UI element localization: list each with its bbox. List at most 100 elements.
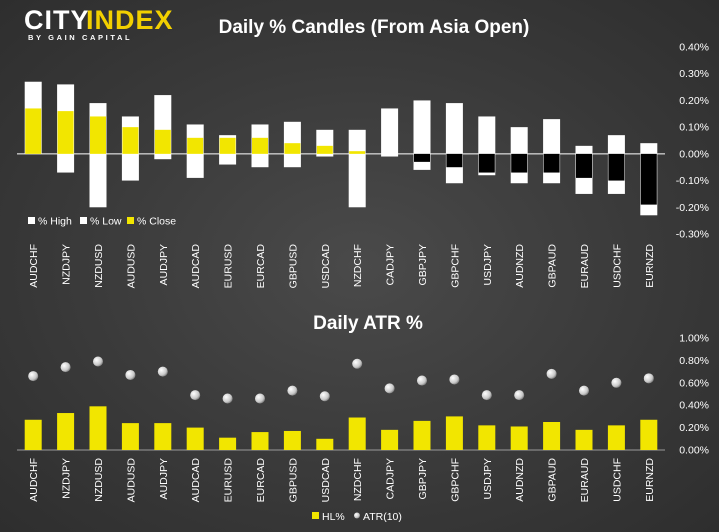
x-tick-label: USDJPY — [482, 458, 494, 499]
x-tick-label: GBPAUD — [547, 458, 559, 502]
atr-marker — [93, 356, 103, 367]
hl-bar — [543, 422, 561, 450]
x-tick-label: NZDJPY — [61, 458, 73, 499]
hl-bar — [24, 419, 42, 450]
x-tick-label: AUDNZD — [514, 244, 526, 288]
close-bar — [576, 153, 592, 178]
x-tick-label: GBPUSD — [287, 458, 299, 503]
close-bar — [25, 108, 42, 154]
hl-bar — [219, 437, 237, 450]
hl-bar — [348, 417, 366, 450]
y-tick-label: -0.30% — [676, 229, 709, 241]
atr-marker — [157, 366, 168, 377]
x-tick-label: NZDJPY — [61, 244, 73, 285]
legend-swatch — [127, 217, 134, 224]
legend-label: % Low — [90, 216, 122, 228]
legend-swatch — [312, 512, 319, 519]
hl-bar — [575, 429, 593, 450]
close-bar — [219, 137, 236, 154]
x-tick-label: NZDUSD — [93, 244, 105, 288]
atr-marker — [352, 358, 363, 369]
y-tick-label: 0.20% — [679, 95, 709, 107]
close-bar — [252, 137, 268, 154]
x-tick-label: NZDCHF — [352, 244, 364, 287]
x-tick-label: CADJPY — [385, 244, 397, 285]
hl-bar — [445, 416, 463, 450]
close-bar — [122, 127, 139, 154]
x-tick-label: GBPAUD — [547, 244, 559, 288]
hl-bar — [121, 423, 139, 450]
y-tick-label: 0.10% — [679, 122, 709, 134]
range-bar — [348, 129, 366, 208]
hl-bar — [381, 429, 399, 450]
atr-marker — [60, 362, 71, 373]
legend-label: ATR(10) — [363, 511, 402, 523]
range-bar — [445, 103, 463, 184]
atr-marker — [125, 369, 136, 380]
hl-bar — [251, 432, 269, 450]
atr-marker — [384, 383, 395, 394]
x-tick-label: AUDJPY — [158, 458, 170, 499]
x-tick-label: GBPJPY — [417, 458, 429, 499]
x-tick-label: AUDCAD — [190, 244, 202, 289]
close-bar — [640, 153, 657, 205]
cityindex-logo: CITY INDEX BY GAIN CAPITAL — [24, 5, 174, 42]
close-bar — [57, 111, 74, 154]
hl-bar — [413, 420, 431, 450]
x-tick-label: AUDJPY — [158, 244, 170, 285]
hl-bar — [607, 425, 625, 450]
close-bar — [446, 153, 463, 168]
hl-bar — [89, 406, 107, 450]
x-tick-label: USDCAD — [320, 244, 332, 289]
close-bar — [316, 145, 333, 154]
atr-marker — [449, 374, 460, 385]
hl-bar — [283, 430, 301, 450]
y-tick-label: 0.80% — [679, 355, 709, 367]
close-bar — [608, 153, 625, 181]
y-tick-label: 0.30% — [679, 68, 709, 80]
logo-city-text: CITY — [24, 5, 90, 35]
y-tick-label: 1.00% — [679, 333, 709, 345]
close-bar — [154, 129, 171, 154]
close-bar — [187, 137, 204, 154]
range-bar — [543, 119, 561, 184]
x-tick-label: USDJPY — [482, 244, 494, 285]
atr-marker — [514, 390, 525, 401]
x-tick-label: NZDCHF — [352, 458, 364, 501]
close-bar — [543, 153, 560, 173]
x-tick-label: AUDUSD — [125, 244, 137, 289]
close-bar — [478, 153, 495, 173]
atr-marker — [481, 390, 492, 401]
x-tick-label: EURCAD — [255, 458, 267, 503]
hl-bar — [154, 423, 172, 450]
atr-marker — [222, 393, 233, 404]
range-bar — [413, 100, 431, 170]
atr-marker — [546, 368, 557, 379]
hl-bar — [510, 426, 528, 450]
chart1-title: Daily % Candles (From Asia Open) — [219, 17, 530, 38]
atr-marker — [28, 371, 39, 382]
atr-marker — [190, 390, 201, 401]
atr-marker — [611, 377, 622, 388]
hl-bar — [186, 427, 204, 450]
hl-bar — [640, 419, 658, 450]
logo-index-text: INDEX — [86, 5, 174, 35]
y-tick-label: 0.20% — [679, 422, 709, 434]
close-bar — [414, 153, 430, 162]
x-tick-label: GBPCHF — [449, 244, 461, 288]
atr-marker — [417, 375, 427, 386]
x-tick-label: AUDCHF — [28, 244, 40, 288]
atr-marker — [319, 391, 330, 402]
legend-swatch — [28, 217, 35, 224]
y-tick-label: -0.10% — [676, 175, 709, 187]
x-tick-label: AUDNZD — [514, 458, 526, 502]
atr-chart: 1.00% 0.80% 0.60% 0.40% 0.20% 0.00% AUDCHF NZDJ… — [17, 333, 709, 523]
close-bar — [90, 116, 106, 154]
y-tick-label: 0.40% — [679, 42, 709, 54]
y-tick-label: 0.00% — [679, 148, 709, 160]
legend-label: % High — [38, 216, 72, 228]
x-tick-label: AUDCHF — [28, 458, 40, 502]
close-bar — [349, 151, 366, 154]
x-tick-label: USDCHF — [611, 458, 623, 502]
